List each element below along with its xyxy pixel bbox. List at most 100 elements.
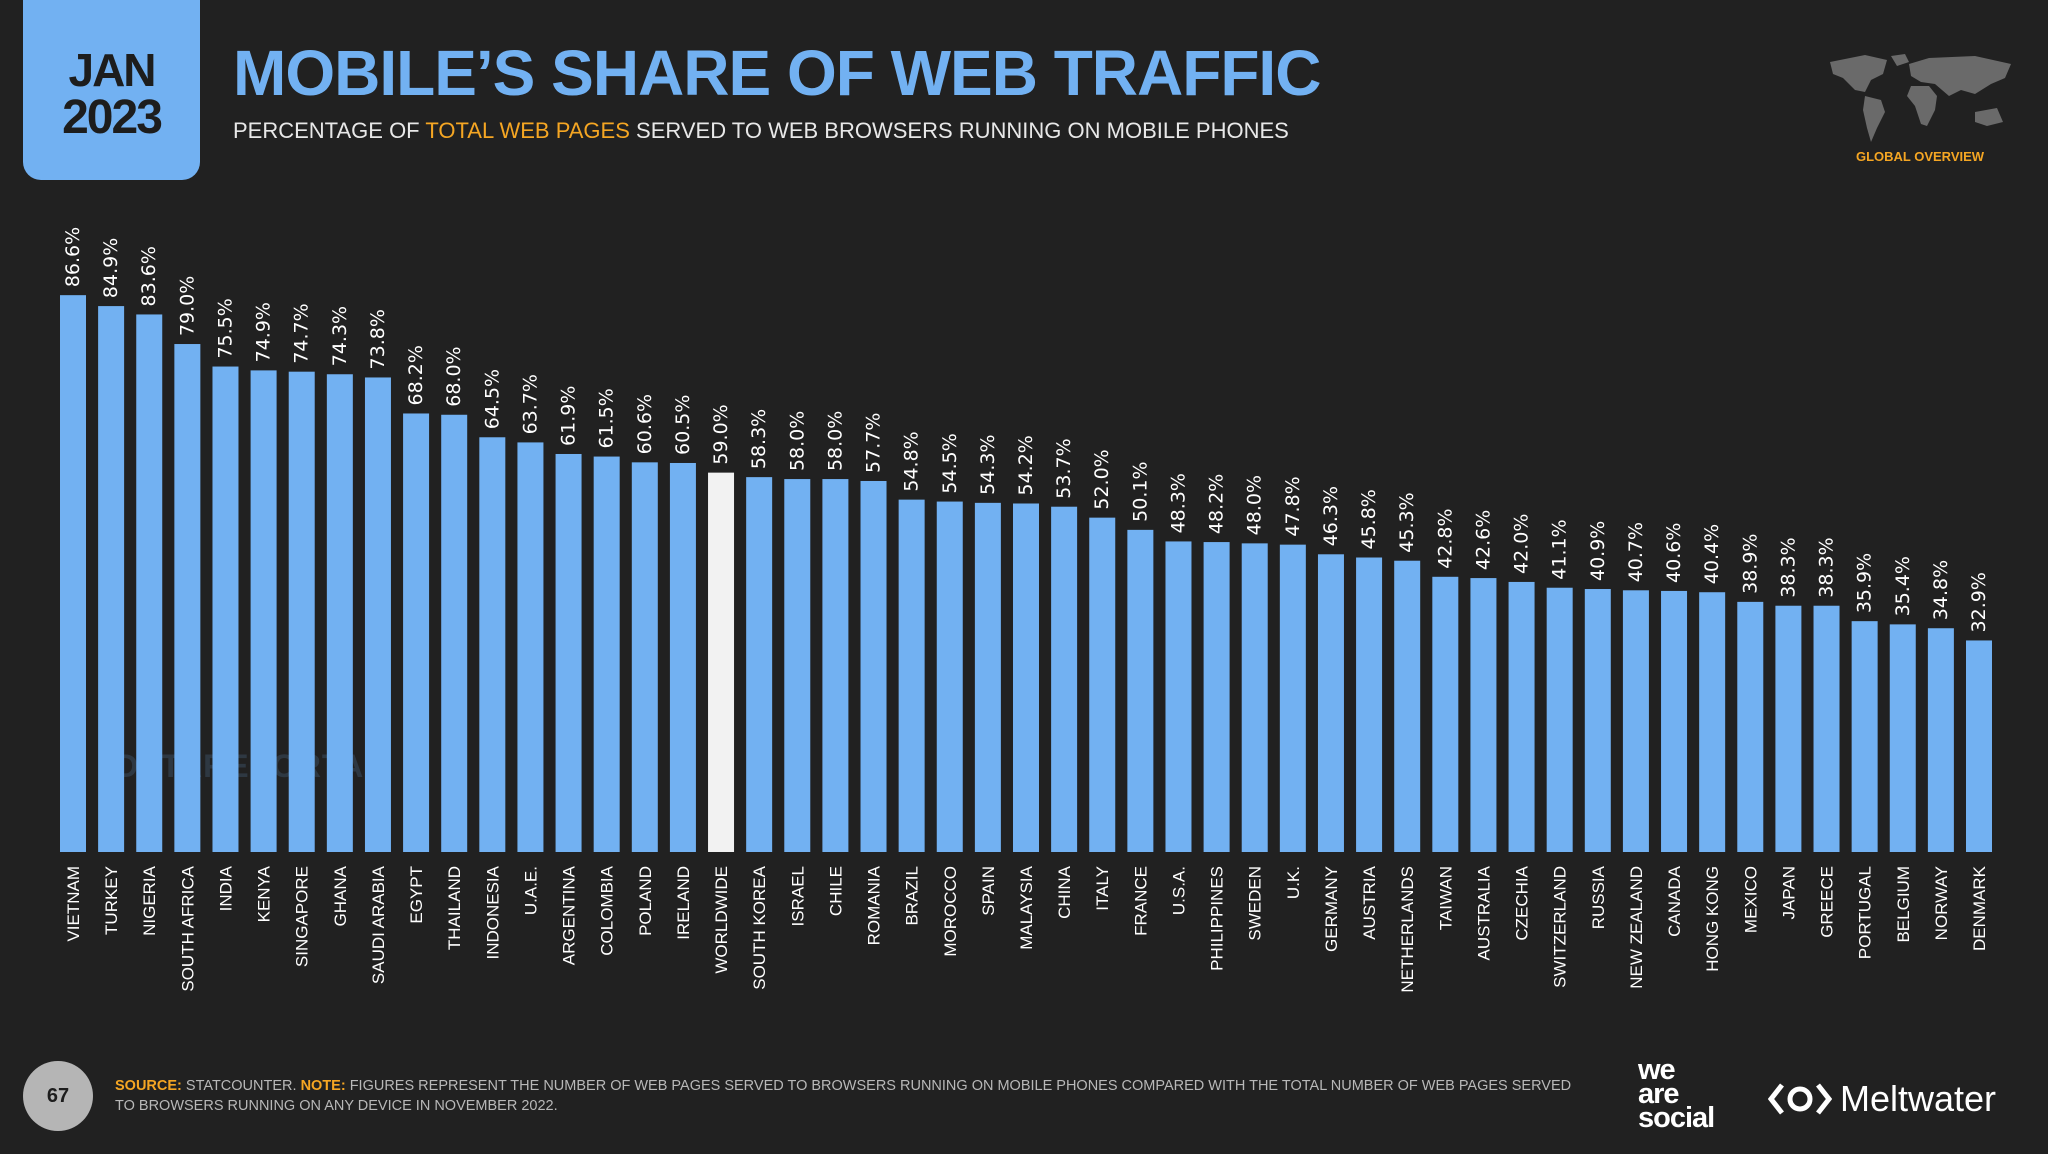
category-label: GREECE — [1818, 866, 1837, 938]
value-label: 60.5% — [672, 395, 694, 455]
date-badge: JAN 2023 — [23, 0, 200, 180]
value-label: 40.7% — [1625, 522, 1647, 582]
value-label: 74.3% — [329, 306, 351, 366]
category-label: CANADA — [1665, 865, 1684, 937]
category-label: RUSSIA — [1589, 865, 1608, 929]
bar-france — [1127, 529, 1154, 852]
value-label: 54.5% — [939, 433, 961, 493]
value-label: 38.9% — [1739, 534, 1761, 594]
value-label: 40.9% — [1587, 521, 1609, 581]
subtitle-pre: PERCENTAGE OF — [233, 118, 426, 143]
value-label: 40.6% — [1663, 523, 1685, 583]
bar-philippines — [1203, 542, 1230, 852]
note-text: FIGURES REPRESENT THE NUMBER OF WEB PAGE… — [115, 1078, 1572, 1114]
bar-kenya — [250, 370, 277, 852]
category-label: HONG KONG — [1703, 866, 1722, 972]
category-label: MALAYSIA — [1017, 865, 1036, 949]
category-label: NORWAY — [1932, 866, 1951, 940]
we-are-social-text: we are social — [1638, 1054, 1715, 1134]
category-label: DENMARK — [1970, 865, 1989, 951]
bar-portugal — [1851, 621, 1878, 852]
category-label: BELGIUM — [1894, 866, 1913, 943]
category-label: PHILIPPINES — [1208, 866, 1227, 971]
value-label: 73.8% — [367, 309, 389, 369]
bar-chile — [822, 479, 849, 852]
bar-morocco — [936, 501, 963, 852]
category-label: CHILE — [826, 866, 845, 916]
category-label: SOUTH KOREA — [750, 865, 769, 989]
value-label: 68.0% — [443, 346, 465, 406]
subtitle-post: SERVED TO WEB BROWSERS RUNNING ON MOBILE… — [629, 118, 1289, 143]
note-label: NOTE: — [300, 1078, 346, 1094]
value-label: 47.8% — [1282, 476, 1304, 536]
bar-austria — [1356, 557, 1383, 852]
bar-poland — [631, 462, 658, 852]
value-label: 38.3% — [1816, 537, 1838, 597]
meltwater-logo: Meltwater — [1768, 1078, 1996, 1120]
category-label: POLAND — [636, 866, 655, 936]
category-label: VIETNAM — [64, 866, 83, 942]
value-label: 75.5% — [214, 298, 236, 358]
bar-south-africa — [174, 344, 201, 852]
bar-worldwide — [708, 472, 735, 852]
category-label: NETHERLANDS — [1398, 866, 1417, 993]
value-label: 34.8% — [1930, 560, 1952, 620]
category-label: INDONESIA — [483, 865, 502, 959]
value-label: 74.9% — [253, 302, 275, 362]
category-label: AUSTRIA — [1360, 865, 1379, 939]
value-label: 57.7% — [863, 413, 885, 473]
category-label: CHINA — [1055, 865, 1074, 919]
bar-japan — [1775, 605, 1802, 852]
category-label: JAPAN — [1779, 866, 1798, 920]
subtitle-highlight: TOTAL WEB PAGES — [425, 118, 630, 143]
bar-india — [212, 366, 239, 852]
bar-u-s-a — [1165, 541, 1192, 852]
category-label: IRELAND — [674, 866, 693, 940]
bar-malaysia — [1013, 503, 1039, 852]
meltwater-mark-icon — [1768, 1083, 1832, 1115]
value-label: 64.5% — [481, 369, 503, 429]
category-label: MOROCCO — [941, 866, 960, 957]
category-label: GHANA — [331, 865, 350, 926]
bar-ghana — [326, 374, 353, 852]
value-label: 58.0% — [786, 411, 808, 471]
category-label: TAIWAN — [1436, 866, 1455, 930]
value-label: 83.6% — [138, 246, 160, 306]
page-number: 67 — [23, 1061, 93, 1131]
bar-spain — [974, 502, 1001, 852]
category-label: EGYPT — [407, 866, 426, 924]
bar-egypt — [403, 413, 430, 852]
we-are-social-logo: we are social — [1638, 1054, 1738, 1134]
bar-greece — [1813, 605, 1840, 852]
bar-saudi-arabia — [364, 377, 391, 852]
category-label: MEXICO — [1741, 866, 1760, 933]
value-label: 41.1% — [1549, 519, 1571, 579]
category-label: SAUDI ARABIA — [369, 865, 388, 984]
value-label: 42.8% — [1434, 508, 1456, 568]
category-label: ITALY — [1093, 866, 1112, 911]
bar-romania — [860, 480, 887, 852]
bar-israel — [784, 479, 811, 852]
bar-singapore — [288, 371, 315, 852]
bar-czechia — [1508, 581, 1535, 852]
bar-new-zealand — [1622, 590, 1649, 852]
category-label: CZECHIA — [1513, 865, 1532, 940]
bar-u-a-e — [517, 442, 544, 852]
value-label: 40.4% — [1701, 524, 1723, 584]
category-label: U.A.E. — [521, 866, 540, 915]
category-label: FRANCE — [1131, 866, 1150, 936]
bar-turkey — [98, 306, 125, 852]
bar-south-korea — [746, 477, 773, 852]
category-label: SPAIN — [979, 866, 998, 916]
meltwater-text: Meltwater — [1840, 1078, 1997, 1119]
value-label: 58.3% — [748, 409, 770, 469]
category-label: GERMANY — [1322, 866, 1341, 952]
bar-indonesia — [479, 437, 506, 852]
value-label: 35.9% — [1854, 553, 1876, 613]
value-label: 53.7% — [1053, 438, 1075, 498]
bar-mexico — [1737, 601, 1764, 852]
page-title: MOBILE’S SHARE OF WEB TRAFFIC — [233, 37, 1321, 109]
value-label: 61.9% — [558, 386, 580, 446]
bar-germany — [1317, 554, 1344, 852]
value-label: 84.9% — [100, 238, 122, 298]
